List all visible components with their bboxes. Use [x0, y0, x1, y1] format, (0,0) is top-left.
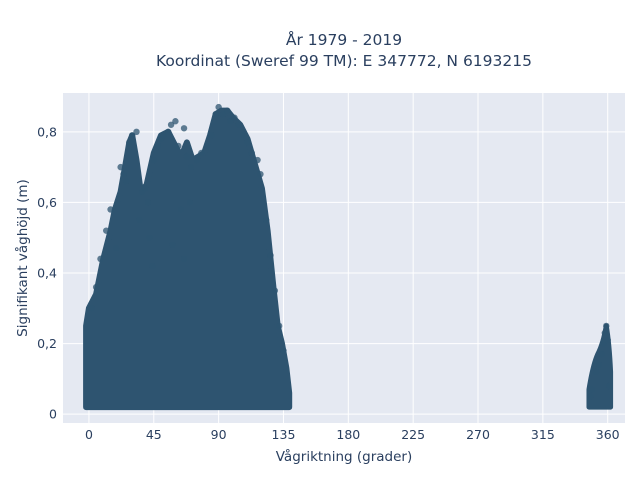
y-axis-label: Signifikant våghöjd (m) [14, 179, 31, 337]
data-point [208, 132, 215, 139]
y-tick-label: 0,2 [37, 336, 57, 351]
data-point [235, 121, 243, 128]
data-point [175, 142, 182, 150]
data-point [146, 234, 153, 241]
data-point [588, 386, 596, 393]
data-point [224, 107, 231, 114]
data-point [107, 206, 114, 213]
data-point [600, 340, 607, 347]
data-point [186, 199, 194, 206]
data-point [133, 128, 140, 136]
x-tick-label: 270 [466, 427, 490, 442]
x-tick-label: 45 [146, 427, 162, 442]
x-tick-label: 135 [272, 427, 296, 442]
y-tick-label: 0 [49, 407, 57, 422]
data-point [595, 361, 603, 368]
data-point [97, 255, 104, 263]
data-point [160, 132, 168, 139]
data-point [92, 283, 100, 291]
data-point [154, 142, 162, 150]
chart-title-line-2: Koordinat (Sweref 99 TM): E 347772, N 61… [156, 52, 532, 70]
y-axis-ticks: 0 0,2 0,4 0,6 0,8 [37, 124, 57, 421]
x-tick-label: 360 [596, 427, 620, 442]
data-point [144, 199, 152, 206]
y-tick-label: 0,8 [37, 124, 57, 139]
data-point [592, 368, 600, 376]
data-point [128, 132, 136, 139]
data-point [605, 382, 613, 390]
data-point [141, 185, 149, 192]
data-point [180, 255, 188, 263]
data-point [248, 149, 255, 157]
data-point [198, 149, 205, 157]
data-point [215, 103, 222, 111]
data-point [177, 206, 185, 213]
data-point [113, 245, 120, 252]
data-point [601, 329, 609, 337]
data-markers [83, 103, 614, 411]
data-point [123, 178, 130, 185]
data-point [169, 241, 176, 248]
x-tick-label: 225 [401, 427, 425, 442]
data-point [188, 163, 195, 171]
x-axis-ticks: 0 45 90 135 180 225 270 315 360 [85, 427, 620, 442]
data-point [212, 110, 219, 118]
data-point [219, 110, 227, 118]
data-point [103, 227, 110, 234]
data-point [604, 336, 611, 344]
data-point [180, 125, 188, 132]
data-point [164, 128, 172, 136]
data-point [244, 139, 251, 146]
data-point [257, 170, 264, 178]
data-point [262, 216, 270, 224]
data-point [120, 170, 127, 178]
chart-title-line-1: År 1979 - 2019 [286, 30, 402, 49]
y-tick-label: 0,4 [37, 266, 57, 281]
x-axis-label: Vågriktning (grader) [276, 448, 413, 465]
data-point [126, 139, 133, 146]
data-point [150, 156, 157, 164]
y-tick-label: 0,6 [37, 195, 57, 210]
data-point [587, 393, 594, 400]
x-tick-label: 0 [85, 427, 93, 442]
data-point [167, 121, 175, 128]
data-point [598, 350, 606, 358]
data-point [203, 142, 211, 150]
data-point [149, 262, 156, 270]
data-point [136, 216, 143, 224]
data-point [254, 156, 261, 164]
data-point [280, 347, 287, 354]
data-point [603, 322, 610, 330]
data-point [239, 132, 247, 139]
data-point [275, 322, 283, 330]
x-tick-label: 90 [211, 427, 227, 442]
data-point [183, 153, 191, 160]
x-tick-label: 180 [336, 427, 360, 442]
data-point [193, 156, 201, 164]
data-point [226, 118, 234, 125]
data-point [267, 252, 274, 259]
data-point [271, 287, 279, 294]
data-point [117, 163, 124, 171]
data-point [172, 118, 179, 125]
data-point [231, 114, 238, 121]
data-point [88, 305, 96, 312]
x-tick-label: 315 [531, 427, 555, 442]
